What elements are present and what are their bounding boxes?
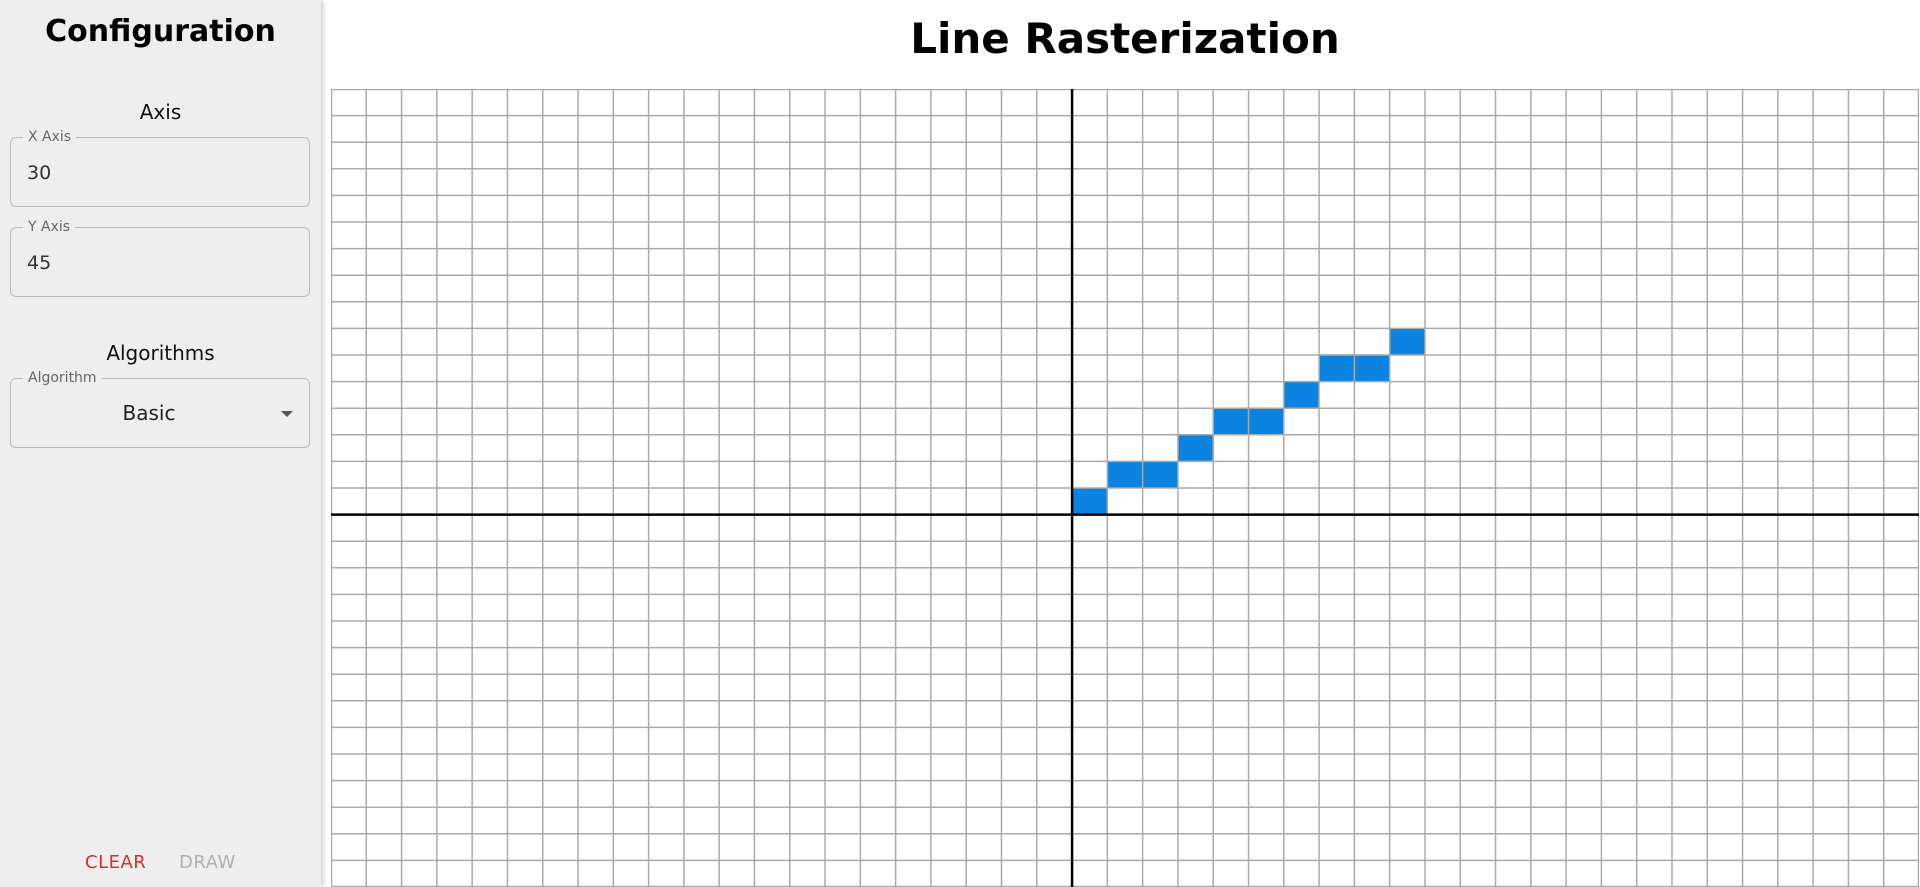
axis-section-title: Axis	[139, 100, 182, 124]
y-axis-label: Y Axis	[23, 219, 76, 235]
rasterized-pixel	[1248, 408, 1284, 435]
algorithm-label: Algorithm	[23, 370, 102, 386]
x-axis-input[interactable]	[27, 158, 287, 188]
configuration-sidebar: Configuration Axis X Axis Y Axis Algorit…	[0, 0, 321, 887]
clear-button[interactable]: CLEAR	[85, 852, 147, 873]
rasterized-pixel	[1283, 381, 1320, 409]
draw-button[interactable]: DRAW	[179, 852, 236, 873]
rasterized-pixel	[1389, 328, 1425, 355]
y-axis-input[interactable]	[27, 248, 287, 278]
rasterized-pixel	[1319, 355, 1355, 382]
page-title: Line Rasterization	[910, 14, 1340, 63]
rasterized-pixel	[1072, 488, 1108, 515]
algorithms-section-title: Algorithms	[106, 341, 215, 365]
rasterized-pixel	[1213, 408, 1249, 435]
rasterized-pixel	[1107, 461, 1143, 488]
rasterized-pixel	[1177, 434, 1214, 462]
chevron-down-icon[interactable]	[281, 411, 293, 417]
x-axis-field[interactable]: X Axis	[10, 129, 310, 207]
rasterized-pixel	[1354, 355, 1390, 382]
algorithm-select[interactable]: Algorithm Basic	[10, 370, 310, 448]
raster-grid-canvas[interactable]	[331, 89, 1919, 887]
x-axis-label: X Axis	[23, 129, 77, 145]
rasterized-pixel	[1142, 461, 1178, 488]
raster-grid[interactable]	[331, 89, 1919, 887]
algorithm-selected-value: Basic	[122, 401, 176, 425]
sidebar-title: Configuration	[45, 14, 276, 49]
y-axis-field[interactable]: Y Axis	[10, 219, 310, 297]
